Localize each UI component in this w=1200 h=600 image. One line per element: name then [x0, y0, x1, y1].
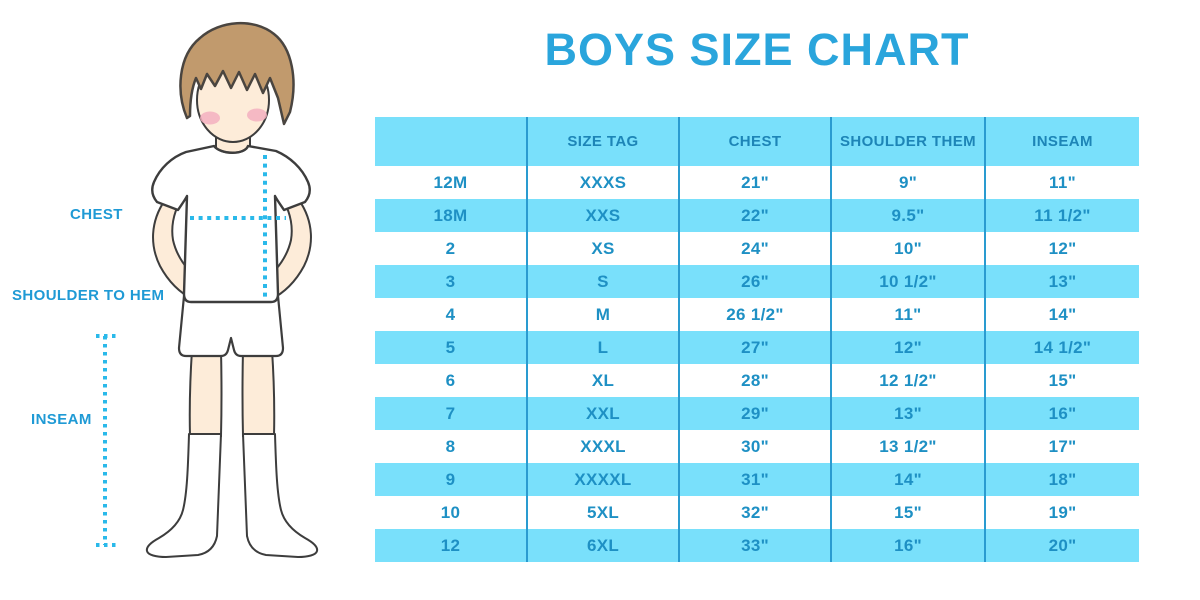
table-row: 4 M 26 1/2" 11" 14": [375, 298, 1139, 331]
table-cell: 9": [830, 166, 985, 199]
table-cell: 5: [375, 331, 527, 364]
page-title: BOYS SIZE CHART: [544, 24, 970, 75]
inseam-label: INSEAM: [31, 411, 92, 428]
table-cell: 9: [375, 463, 527, 496]
table-row: 18M XXS 22" 9.5" 11 1/2": [375, 199, 1139, 232]
table-cell: 11": [830, 298, 985, 331]
table-row: 5 L 27" 12" 14 1/2": [375, 331, 1139, 364]
boy-left-leg: [188, 349, 223, 437]
column-header: SHOULDER THEM: [830, 117, 985, 166]
table-body: 12M XXXS 21" 9" 11" 18M XXS 22" 9.5" 11 1/2" 2 XS 24…: [375, 166, 1139, 562]
table-cell: 10": [830, 232, 985, 265]
table-cell: 12M: [375, 166, 527, 199]
table-cell: L: [526, 331, 679, 364]
size-chart-table: SIZE TAG CHEST SHOULDER THEM INSEAM 12M XXXS…: [375, 117, 1139, 562]
table-cell: 24": [678, 232, 831, 265]
table-cell: 13": [984, 265, 1139, 298]
boy-illustration: [96, 22, 319, 558]
table-cell: XXS: [526, 199, 679, 232]
table-cell: 12": [984, 232, 1139, 265]
table-cell: 15": [830, 496, 985, 529]
table-cell: 12": [830, 331, 985, 364]
boy-hair: [179, 22, 295, 126]
table-cell: XXL: [526, 397, 679, 430]
table-cell: XXXL: [526, 430, 679, 463]
table-row: 6 XL 28" 12 1/2" 15": [375, 364, 1139, 397]
shoulder-to-hem-label: SHOULDER TO HEM: [12, 287, 165, 304]
table-cell: 18": [984, 463, 1139, 496]
measurement-figure: CHEST SHOULDER TO HEM INSEAM: [0, 0, 370, 600]
table-cell: 14 1/2": [984, 331, 1139, 364]
table-cell: 13": [830, 397, 985, 430]
table-cell: 33": [678, 529, 831, 562]
table-cell: 5XL: [526, 496, 679, 529]
table-cell: 3: [375, 265, 527, 298]
boy-right-leg: [241, 349, 276, 437]
table-cell: 16": [830, 529, 985, 562]
table-row: 3 S 26" 10 1/2" 13": [375, 265, 1139, 298]
table-cell: 17": [984, 430, 1139, 463]
table-cell: 13 1/2": [830, 430, 985, 463]
table-cell: 2: [375, 232, 527, 265]
table-cell: 20": [984, 529, 1139, 562]
table-cell: 10: [375, 496, 527, 529]
table-row: 12M XXXS 21" 9" 11": [375, 166, 1139, 199]
column-header: INSEAM: [984, 117, 1139, 166]
table-row: 12 6XL 33" 16" 20": [375, 529, 1139, 562]
table-cell: 21": [678, 166, 831, 199]
table-cell: 19": [984, 496, 1139, 529]
column-header: SIZE TAG: [526, 117, 679, 166]
chest-label: CHEST: [70, 206, 123, 223]
table-header: SIZE TAG CHEST SHOULDER THEM INSEAM: [375, 117, 1139, 166]
table-cell: 12: [375, 529, 527, 562]
table-row: 10 5XL 32" 15" 19": [375, 496, 1139, 529]
table-cell: XXXS: [526, 166, 679, 199]
table-cell: 14": [984, 298, 1139, 331]
table-cell: 26": [678, 265, 831, 298]
table-cell: 15": [984, 364, 1139, 397]
column-header: [375, 117, 527, 166]
header-row: SIZE TAG CHEST SHOULDER THEM INSEAM: [375, 117, 1139, 166]
size-chart-table-container: SIZE TAG CHEST SHOULDER THEM INSEAM 12M XXXS…: [375, 117, 1139, 562]
table-cell: 10 1/2": [830, 265, 985, 298]
table-cell: M: [526, 298, 679, 331]
table-row: 2 XS 24" 10" 12": [375, 232, 1139, 265]
table-cell: 6: [375, 364, 527, 397]
table-cell: 32": [678, 496, 831, 529]
table-row: 9 XXXXL 31" 14" 18": [375, 463, 1139, 496]
column-header: CHEST: [678, 117, 831, 166]
table-cell: 28": [678, 364, 831, 397]
boy-shorts: [177, 294, 285, 358]
table-cell: 11": [984, 166, 1139, 199]
table-row: 7 XXL 29" 13" 16": [375, 397, 1139, 430]
boy-right-sock: [242, 433, 319, 558]
table-cell: 9.5": [830, 199, 985, 232]
table-cell: 11 1/2": [984, 199, 1139, 232]
table-cell: XS: [526, 232, 679, 265]
boy-blush-left: [200, 111, 220, 125]
boy-tshirt: [151, 144, 311, 304]
table-cell: 14": [830, 463, 985, 496]
table-cell: XXXXL: [526, 463, 679, 496]
table-cell: S: [526, 265, 679, 298]
table-cell: 8: [375, 430, 527, 463]
table-cell: 26 1/2": [678, 298, 831, 331]
table-cell: 4: [375, 298, 527, 331]
table-cell: 18M: [375, 199, 527, 232]
table-cell: 12 1/2": [830, 364, 985, 397]
table-cell: 29": [678, 397, 831, 430]
table-cell: XL: [526, 364, 679, 397]
table-cell: 27": [678, 331, 831, 364]
boy-blush-right: [247, 108, 267, 122]
table-cell: 6XL: [526, 529, 679, 562]
boy-left-sock: [145, 433, 222, 558]
table-cell: 7: [375, 397, 527, 430]
boy-tshirt-collar: [213, 145, 250, 154]
table-cell: 31": [678, 463, 831, 496]
table-cell: 30": [678, 430, 831, 463]
table-cell: 22": [678, 199, 831, 232]
table-row: 8 XXXL 30" 13 1/2" 17": [375, 430, 1139, 463]
table-cell: 16": [984, 397, 1139, 430]
